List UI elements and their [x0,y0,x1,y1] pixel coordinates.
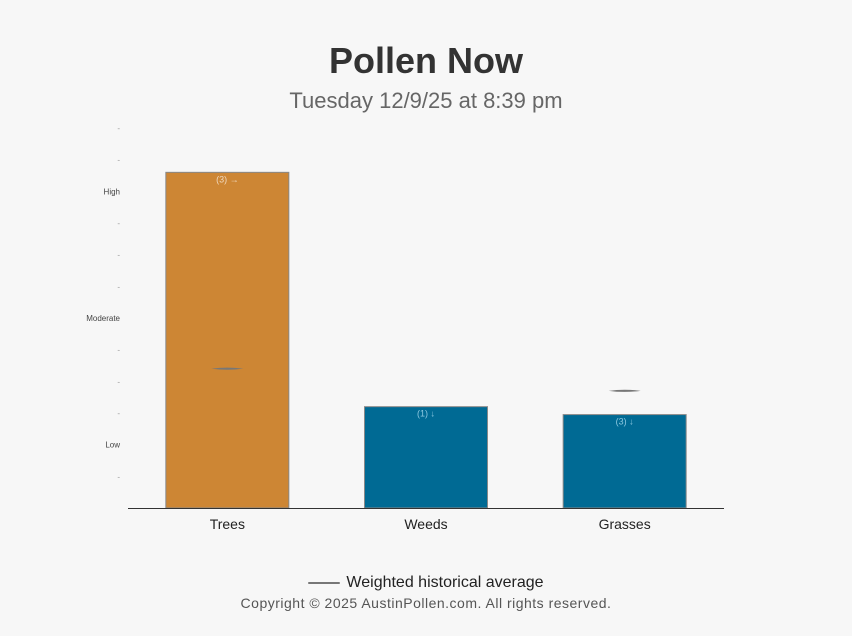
x-tick-label-weeds: Weeds [404,516,447,532]
x-tick-label-trees: Trees [210,516,245,532]
bar-label-grasses: (3) ↓ [616,417,634,427]
y-tick-mark: - [117,251,120,260]
legend-swatch-historical-average [308,581,341,584]
x-tick-label-grasses: Grasses [599,516,651,532]
y-axis-label-moderate: Moderate [86,314,120,323]
y-tick-mark: - [117,282,120,291]
bar-trees [165,171,290,509]
y-axis-label-low: Low [105,441,120,450]
copyright: Copyright © 2025 AustinPollen.com. All r… [240,595,612,611]
bar-label-trees: (3) → [216,174,239,184]
legend-label: Weighted historical average [346,574,544,591]
historical-average-marker-trees [211,367,244,370]
y-tick-mark: - [117,156,120,165]
bar-grasses [562,414,687,509]
y-tick-mark: - [117,409,120,418]
bar-label-weeds: (1) ↓ [417,409,435,419]
chart-title: Pollen Now [328,40,523,81]
y-axis-label-high: High [104,187,120,196]
chart-subtitle: Tuesday 12/9/25 at 8:39 pm [289,88,563,113]
y-tick-mark: - [117,124,120,133]
y-tick-mark: - [117,377,120,386]
y-tick-mark: - [117,346,120,355]
historical-average-marker-grasses [608,389,641,392]
y-tick-mark: - [117,472,120,481]
bar-weeds [364,406,488,509]
y-tick-mark: - [117,219,120,228]
legend: Weighted historical average [0,574,852,592]
